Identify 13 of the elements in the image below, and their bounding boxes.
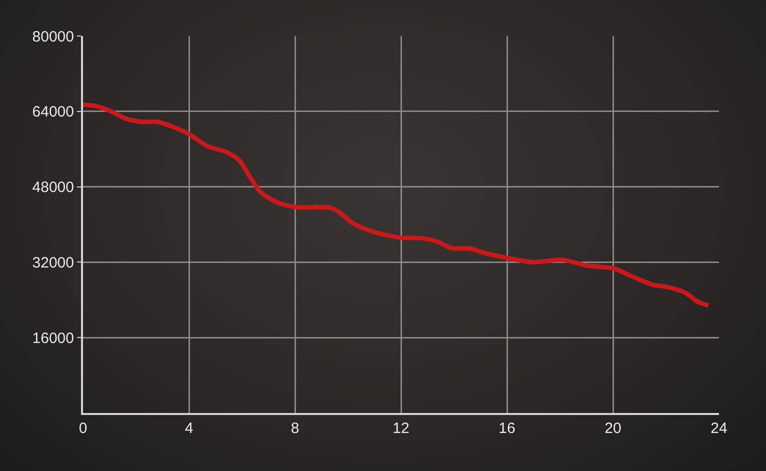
y-tick-label: 80000 (32, 28, 74, 46)
y-tick-label: 32000 (32, 254, 74, 272)
y-tick-label: 64000 (32, 104, 74, 121)
x-tick-label: 24 (710, 420, 728, 437)
x-tick-label: 12 (392, 420, 410, 437)
y-tick-label: 16000 (32, 330, 74, 347)
y-tick-label: 48000 (32, 179, 74, 196)
x-tick-label: 16 (498, 420, 516, 437)
x-tick-label: 0 (78, 420, 88, 437)
x-tick-label: 8 (290, 420, 300, 437)
x-tick-label: 4 (184, 420, 194, 437)
line-series (83, 102, 711, 308)
x-tick-label: 20 (604, 420, 622, 437)
